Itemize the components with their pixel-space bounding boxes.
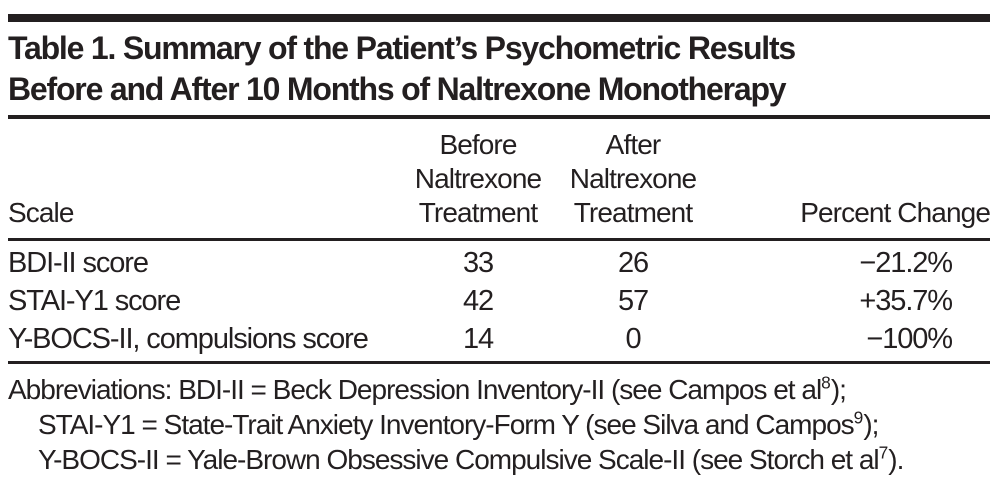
table-1-container: Table 1. Summary of the Patient’s Psycho… <box>8 14 991 484</box>
footnote-text: ); <box>863 409 879 440</box>
footnote-text: ). <box>888 444 904 475</box>
row-label: STAI-Y1 score <box>8 285 181 317</box>
footnote-reference-superscript: 7 <box>878 442 889 463</box>
cell-percent-change: −100% <box>866 323 953 355</box>
cell-after-value: 57 <box>617 285 649 317</box>
cell-percent-change: −21.2% <box>859 247 953 279</box>
footnote-text: Abbreviations: BDI-II = Beck Depression … <box>8 374 822 405</box>
cell-after-value: 0 <box>625 323 641 355</box>
footnote-reference-superscript: 8 <box>821 372 831 393</box>
row-label: Y-BOCS-II, compulsions score <box>8 323 369 355</box>
footnote-text: Y-BOCS-II = Yale-Brown Obsessive Compuls… <box>38 444 880 475</box>
body-divider-rule <box>8 361 990 364</box>
footnote-text: ); <box>830 374 847 405</box>
cell-percent-change: +35.7% <box>859 285 953 317</box>
top-rule-bar <box>8 14 990 22</box>
cell-before-value: 42 <box>462 285 494 317</box>
table-title: Table 1. Summary of the Patient’s Psycho… <box>8 28 990 110</box>
footnote-text: STAI-Y1 = State-Trait Anxiety Inventory-… <box>38 409 855 440</box>
title-divider-rule <box>8 115 990 119</box>
row-label: BDI-II score <box>8 247 149 279</box>
table-title-line-1: Table 1. Summary of the Patient’s Psycho… <box>8 30 796 66</box>
table-row: STAI-Y1 score 42 57 +35.7% <box>8 282 990 320</box>
table-body: BDI-II score 33 26 −21.2% STAI-Y1 score … <box>8 241 990 361</box>
table-row: Y-BOCS-II, compulsions score 14 0 −100% <box>8 320 990 358</box>
column-header-after: After Naltrexone Treatment <box>569 129 697 228</box>
cell-before-value: 14 <box>462 323 494 355</box>
table-header-row: Scale Before Naltrexone Treatment After … <box>8 119 991 238</box>
table-title-line-2: Before and After 10 Months of Naltrexone… <box>8 71 787 107</box>
table-footnotes: Abbreviations: BDI-II = Beck Depression … <box>8 364 990 484</box>
footnote-reference-superscript: 9 <box>853 407 864 428</box>
column-header-percent-change: Percent Change <box>800 197 991 228</box>
cell-before-value: 33 <box>462 247 494 279</box>
column-header-scale: Scale <box>8 197 74 228</box>
column-header-before: Before Naltrexone Treatment <box>414 129 542 228</box>
footnote-abbreviations-ybocs: Y-BOCS-II = Yale-Brown Obsessive Compuls… <box>8 442 990 477</box>
header-divider-rule <box>8 238 990 241</box>
footnote-abbreviations-bdi: Abbreviations: BDI-II = Beck Depression … <box>8 372 990 407</box>
table-row: BDI-II score 33 26 −21.2% <box>8 244 990 282</box>
footnote-abbreviations-stai: STAI-Y1 = State-Trait Anxiety Inventory-… <box>8 407 990 442</box>
cell-after-value: 26 <box>617 247 649 279</box>
